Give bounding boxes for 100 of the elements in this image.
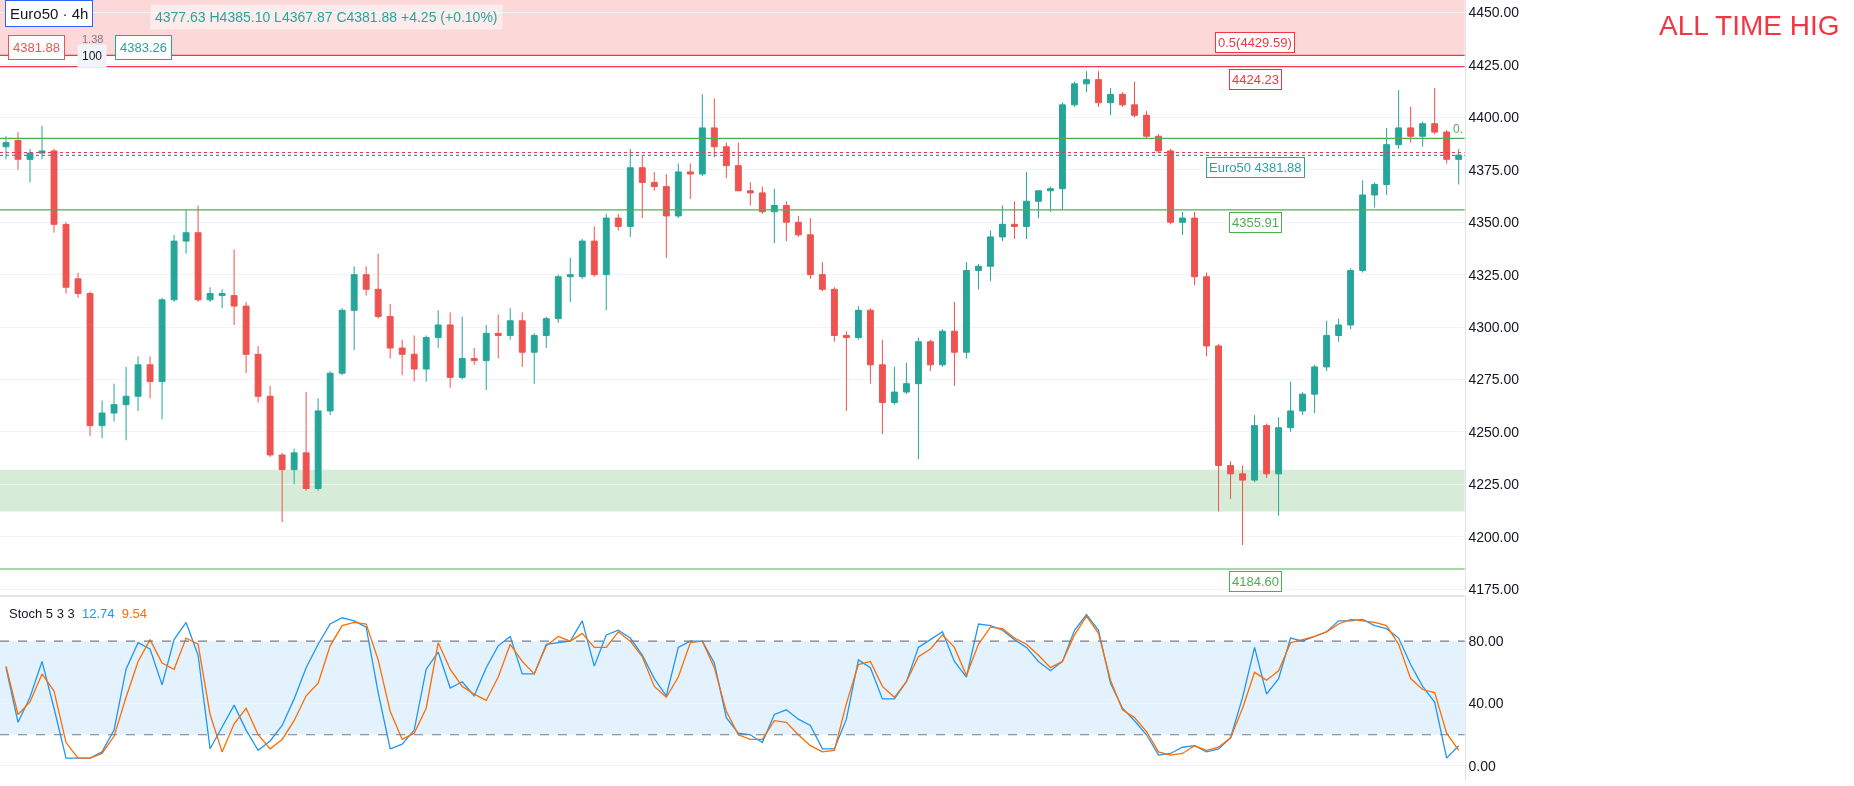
candlestick bbox=[86, 290, 94, 437]
y-tick-label: 40.00 bbox=[1468, 695, 1504, 712]
candlestick bbox=[1191, 211, 1198, 286]
candlestick bbox=[1083, 70, 1090, 93]
y-tick-label: 0.00 bbox=[1468, 757, 1496, 774]
candlestick bbox=[975, 263, 982, 290]
candlestick bbox=[1107, 87, 1114, 116]
text: ALL TIME HIG bbox=[1659, 10, 1840, 41]
candlestick bbox=[434, 309, 442, 349]
candlestick bbox=[1071, 81, 1078, 108]
series-label: 9.54 bbox=[121, 606, 148, 621]
candlestick bbox=[302, 391, 310, 492]
candlestick bbox=[50, 148, 58, 234]
candlestick bbox=[1287, 381, 1295, 433]
candlestick bbox=[458, 316, 466, 380]
candlestick bbox=[578, 238, 586, 280]
annotation: 4381.88 bbox=[13, 40, 60, 55]
y-tick-label: 80.00 bbox=[1468, 633, 1504, 650]
candlestick bbox=[194, 204, 202, 303]
candlestick bbox=[1395, 89, 1403, 150]
candlestick bbox=[398, 339, 406, 376]
candlestick bbox=[1311, 364, 1319, 414]
candlestick bbox=[374, 253, 382, 320]
annotation: 4377.63 H4385.10 L4367.87 C4381.88 +4.25 (+0.10%) bbox=[155, 9, 498, 25]
candlestick bbox=[422, 334, 430, 383]
candlestick bbox=[950, 301, 958, 387]
candlestick bbox=[1275, 416, 1283, 517]
candlestick bbox=[1407, 106, 1415, 144]
annotation: 1.38 bbox=[82, 33, 104, 45]
annotation: Euro50 · 4h bbox=[10, 5, 89, 22]
candlestick bbox=[842, 330, 850, 412]
candlestick bbox=[662, 173, 670, 259]
y-tick-label: 4400.00 bbox=[1468, 109, 1520, 126]
candlestick bbox=[806, 217, 814, 280]
candlestick bbox=[230, 248, 238, 326]
candlestick bbox=[14, 131, 22, 171]
candlestick bbox=[830, 286, 838, 343]
candlestick bbox=[686, 163, 694, 200]
candlestick bbox=[1179, 211, 1186, 236]
candlestick bbox=[158, 297, 166, 420]
candlestick bbox=[746, 181, 754, 206]
candlestick bbox=[146, 355, 154, 399]
candlestick bbox=[182, 209, 190, 255]
candlestick bbox=[1215, 343, 1222, 513]
y-tick-label: 4375.00 bbox=[1468, 161, 1520, 178]
y-tick-label: 4275.00 bbox=[1468, 371, 1520, 388]
y-tick-label: 4200.00 bbox=[1468, 528, 1520, 545]
candlestick bbox=[1299, 391, 1307, 416]
candlestick bbox=[1443, 129, 1451, 165]
candlestick bbox=[1359, 179, 1367, 274]
candlestick bbox=[962, 261, 970, 360]
candlestick bbox=[758, 186, 766, 215]
candlestick bbox=[1131, 81, 1138, 118]
candlestick bbox=[470, 347, 478, 366]
candlestick bbox=[410, 334, 418, 383]
y-tick-label: 4300.00 bbox=[1468, 318, 1520, 335]
y-tick-label: 4450.00 bbox=[1468, 4, 1520, 21]
annotation: 100 bbox=[82, 49, 103, 63]
candlestick bbox=[1239, 464, 1246, 546]
candlestick bbox=[590, 225, 598, 278]
candlestick bbox=[170, 234, 178, 303]
candlestick bbox=[1095, 70, 1102, 108]
candlestick bbox=[1347, 267, 1355, 330]
candlestick bbox=[1143, 110, 1150, 139]
candlestick bbox=[446, 311, 454, 389]
candlestick bbox=[987, 230, 994, 282]
candlestick bbox=[914, 337, 922, 460]
candlestick bbox=[1371, 181, 1379, 209]
candlestick bbox=[122, 366, 130, 441]
candlestick bbox=[254, 345, 262, 404]
y-tick-label: 4250.00 bbox=[1468, 423, 1520, 440]
y-tick-label: 4225.00 bbox=[1468, 476, 1520, 493]
candlestick bbox=[938, 328, 946, 368]
candlestick bbox=[710, 98, 718, 158]
annotation: 0. bbox=[1453, 122, 1464, 136]
candlestick bbox=[218, 288, 226, 309]
ref-line-label: 4424.23 bbox=[1232, 72, 1279, 87]
ref-line-label: 0.5(4429.59) bbox=[1218, 35, 1292, 50]
candlestick bbox=[722, 142, 730, 179]
candlestick bbox=[110, 383, 118, 422]
candlestick bbox=[386, 303, 394, 360]
candlestick bbox=[638, 154, 646, 219]
candlestick bbox=[818, 261, 826, 292]
candlestick bbox=[338, 307, 346, 376]
candlestick bbox=[999, 204, 1006, 242]
candlestick bbox=[206, 286, 214, 303]
y-tick-label: 4175.00 bbox=[1468, 581, 1520, 598]
candlestick bbox=[278, 452, 286, 523]
candlestick bbox=[902, 362, 910, 395]
ref-line-label: Euro50 4381.88 bbox=[1209, 160, 1302, 175]
candlestick bbox=[74, 272, 82, 299]
text: Stoch 5 3 3 bbox=[9, 606, 75, 621]
candlestick bbox=[566, 257, 574, 303]
candlestick bbox=[1011, 200, 1018, 240]
candlestick bbox=[926, 339, 934, 372]
candlestick bbox=[1167, 148, 1174, 225]
y-tick-label: 4350.00 bbox=[1468, 214, 1520, 231]
candlestick bbox=[1203, 272, 1210, 357]
candlestick bbox=[1335, 318, 1343, 343]
candlestick bbox=[1431, 87, 1439, 135]
